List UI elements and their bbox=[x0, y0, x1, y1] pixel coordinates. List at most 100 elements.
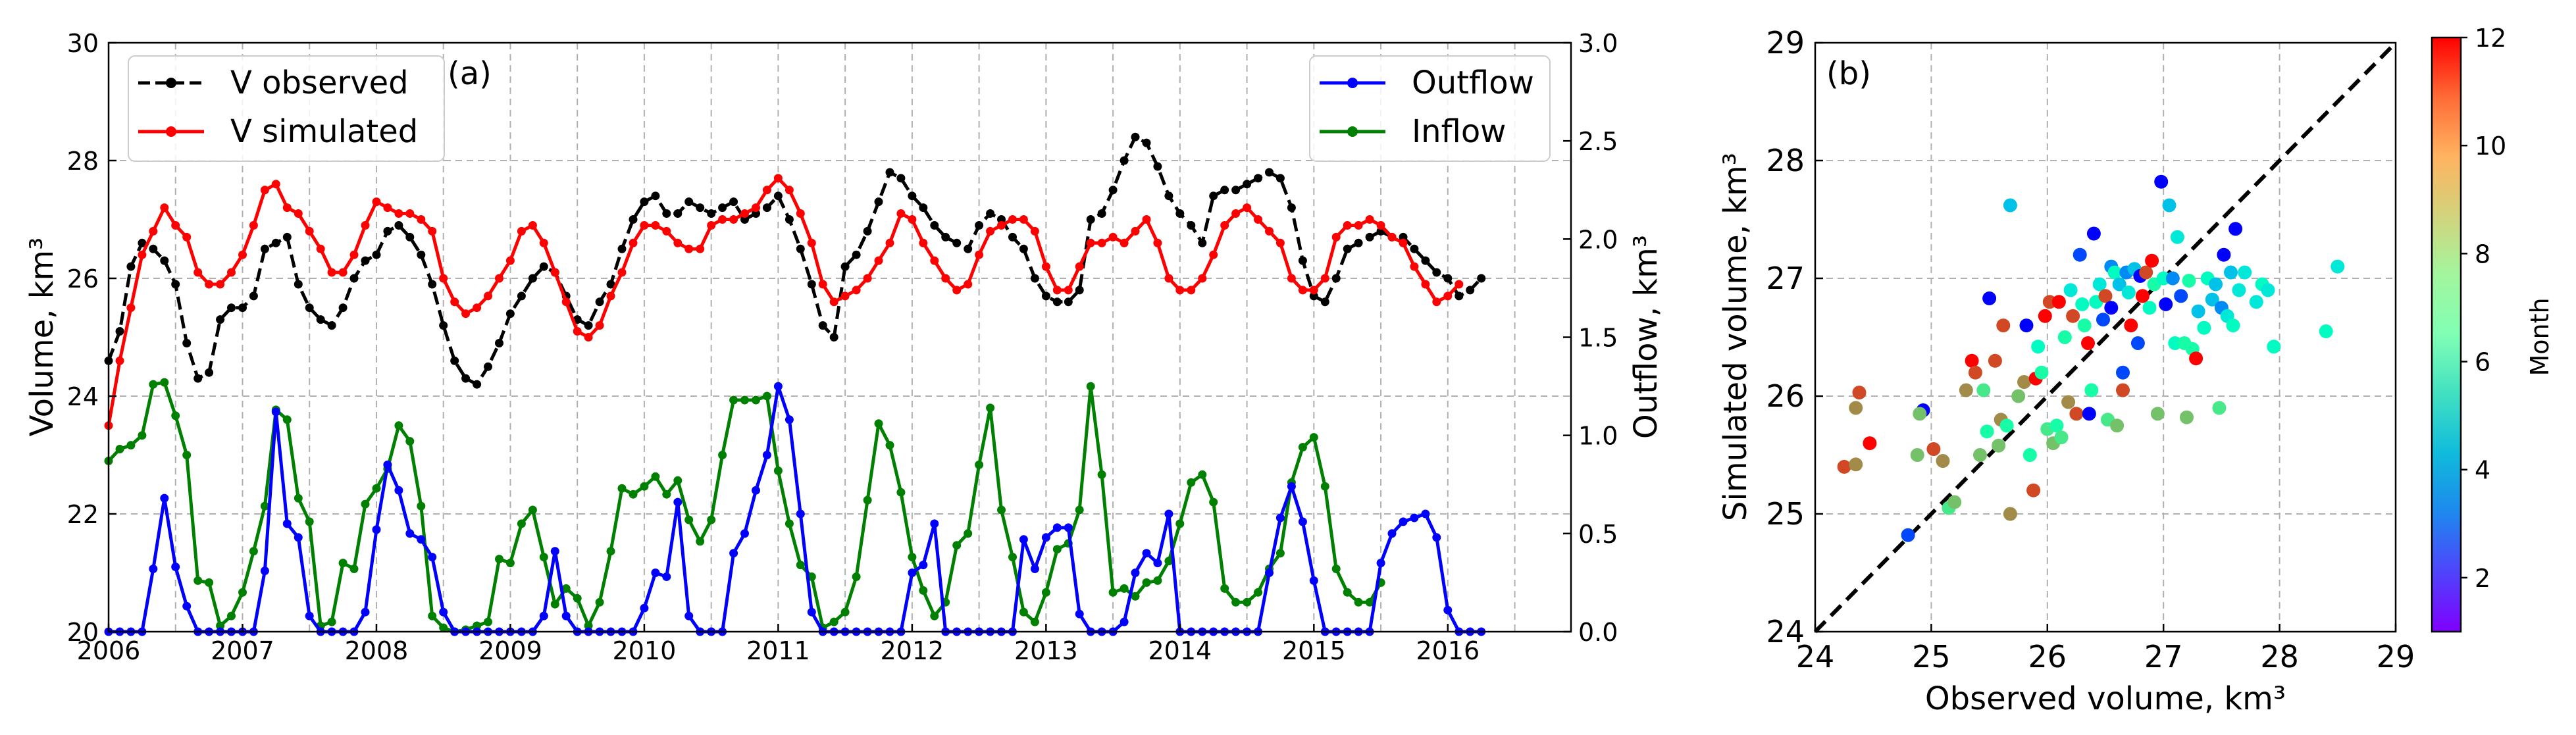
data-point-v-observed bbox=[383, 226, 392, 236]
colorbar-tick-label: 6 bbox=[2475, 348, 2490, 377]
data-point-v-observed bbox=[216, 315, 225, 324]
data-point-v-observed bbox=[718, 203, 727, 213]
data-point-v-observed bbox=[952, 238, 962, 247]
data-point-inflow bbox=[1041, 588, 1050, 597]
data-point-v-observed bbox=[1243, 180, 1252, 189]
scatter-point bbox=[2026, 483, 2041, 497]
scatter-point bbox=[2154, 174, 2169, 189]
data-point-v-observed bbox=[997, 215, 1006, 224]
data-point-inflow bbox=[796, 561, 805, 570]
scatter-point bbox=[2217, 247, 2231, 262]
data-point-v-simulated bbox=[473, 303, 482, 313]
data-point-v-simulated bbox=[1265, 226, 1274, 236]
data-point-v-simulated bbox=[952, 286, 962, 295]
data-point-outflow bbox=[662, 572, 671, 581]
scatter-y-tick-label: 25 bbox=[1766, 496, 1805, 532]
data-point-inflow bbox=[1164, 557, 1173, 566]
data-point-v-observed bbox=[372, 250, 381, 259]
scatter-point bbox=[2066, 309, 2080, 323]
data-point-v-simulated bbox=[1320, 274, 1329, 283]
data-point-outflow bbox=[1275, 513, 1285, 522]
data-point-v-simulated bbox=[1209, 250, 1218, 259]
data-point-v-simulated bbox=[1455, 280, 1464, 289]
data-point-v-observed bbox=[785, 215, 794, 224]
x-tick-label: 2010 bbox=[613, 636, 677, 665]
data-point-v-simulated bbox=[595, 321, 604, 330]
legend-inflow-label: Inflow bbox=[1412, 113, 1506, 150]
data-point-inflow bbox=[785, 519, 794, 528]
scatter-point bbox=[1959, 383, 1973, 397]
scatter-point bbox=[1999, 418, 2014, 433]
series-v-simulated bbox=[104, 174, 1464, 430]
data-point-v-observed bbox=[327, 321, 336, 330]
data-point-outflow bbox=[930, 519, 939, 528]
data-point-v-observed bbox=[919, 203, 928, 213]
data-point-v-simulated bbox=[975, 250, 984, 259]
data-point-v-observed bbox=[908, 191, 917, 201]
data-point-v-simulated bbox=[205, 280, 214, 289]
data-point-v-simulated bbox=[383, 203, 392, 213]
scatter-point bbox=[1910, 448, 1924, 462]
data-point-v-observed bbox=[205, 368, 214, 377]
data-point-inflow bbox=[673, 476, 683, 485]
scatter-x-tick-label: 24 bbox=[1796, 639, 1835, 674]
data-point-v-simulated bbox=[606, 291, 615, 301]
scatter-point bbox=[2034, 365, 2049, 380]
scatter-point bbox=[2017, 375, 2031, 389]
data-point-inflow bbox=[1131, 592, 1140, 601]
data-point-v-simulated bbox=[517, 226, 526, 236]
data-point-inflow bbox=[338, 559, 348, 568]
data-point-outflow bbox=[673, 497, 683, 507]
data-point-inflow bbox=[1320, 482, 1329, 491]
scatter-x-tick-label: 29 bbox=[2377, 639, 2415, 674]
data-point-v-observed bbox=[238, 303, 247, 313]
data-point-outflow bbox=[149, 565, 158, 573]
data-point-v-simulated bbox=[327, 268, 336, 277]
scatter-point bbox=[2174, 289, 2188, 303]
data-point-v-observed bbox=[662, 209, 671, 218]
data-point-inflow bbox=[1343, 588, 1352, 597]
data-point-v-simulated bbox=[752, 203, 760, 213]
data-point-v-simulated bbox=[249, 221, 258, 230]
data-point-outflow bbox=[1120, 617, 1129, 626]
data-point-v-simulated bbox=[997, 221, 1006, 230]
data-point-v-observed bbox=[361, 256, 370, 265]
data-point-v-simulated bbox=[919, 238, 928, 247]
scatter-point bbox=[2130, 336, 2145, 350]
data-point-v-observed bbox=[484, 362, 492, 371]
data-point-inflow bbox=[517, 519, 526, 528]
data-point-inflow bbox=[740, 395, 749, 405]
data-point-v-observed bbox=[740, 215, 749, 224]
data-point-v-observed bbox=[1175, 209, 1185, 218]
scatter-x-tick-label: 25 bbox=[1912, 639, 1951, 674]
data-point-v-simulated bbox=[617, 268, 627, 277]
data-point-inflow bbox=[495, 555, 503, 564]
data-point-v-simulated bbox=[1298, 286, 1307, 295]
data-point-v-observed bbox=[1399, 232, 1408, 241]
data-point-outflow bbox=[1019, 535, 1028, 544]
y2-tick-label: 1.0 bbox=[1578, 422, 1618, 451]
scatter-point bbox=[1965, 353, 1979, 368]
x-tick-label: 2015 bbox=[1282, 636, 1346, 665]
data-point-v-simulated bbox=[484, 291, 492, 301]
data-point-outflow bbox=[752, 486, 760, 495]
y-tick-label: 30 bbox=[67, 29, 99, 58]
data-point-v-simulated bbox=[1008, 215, 1017, 224]
scatter-point bbox=[2197, 320, 2211, 335]
y2-tick-label: 0.5 bbox=[1578, 520, 1618, 549]
data-point-outflow bbox=[561, 611, 571, 621]
data-point-inflow bbox=[595, 597, 604, 607]
data-point-v-observed bbox=[439, 321, 448, 330]
data-point-v-observed bbox=[941, 232, 950, 241]
data-point-v-observed bbox=[707, 209, 716, 218]
data-point-v-observed bbox=[461, 374, 471, 383]
scatter-ticks: 24 25 26 27 28 29 24 25 26 27 28 29 bbox=[1766, 25, 2415, 674]
data-point-v-observed bbox=[1120, 156, 1129, 165]
scatter-point bbox=[2170, 230, 2184, 244]
legend-simulated-label: V simulated bbox=[230, 113, 418, 150]
data-point-inflow bbox=[505, 559, 515, 568]
data-point-inflow bbox=[249, 547, 258, 556]
timeseries-panel: 2006 2007 2008 2009 2010 2011 2012 2013 2014 2015… bbox=[24, 29, 1664, 665]
x-tick-label: 2012 bbox=[881, 636, 944, 665]
data-point-inflow bbox=[1075, 505, 1084, 515]
